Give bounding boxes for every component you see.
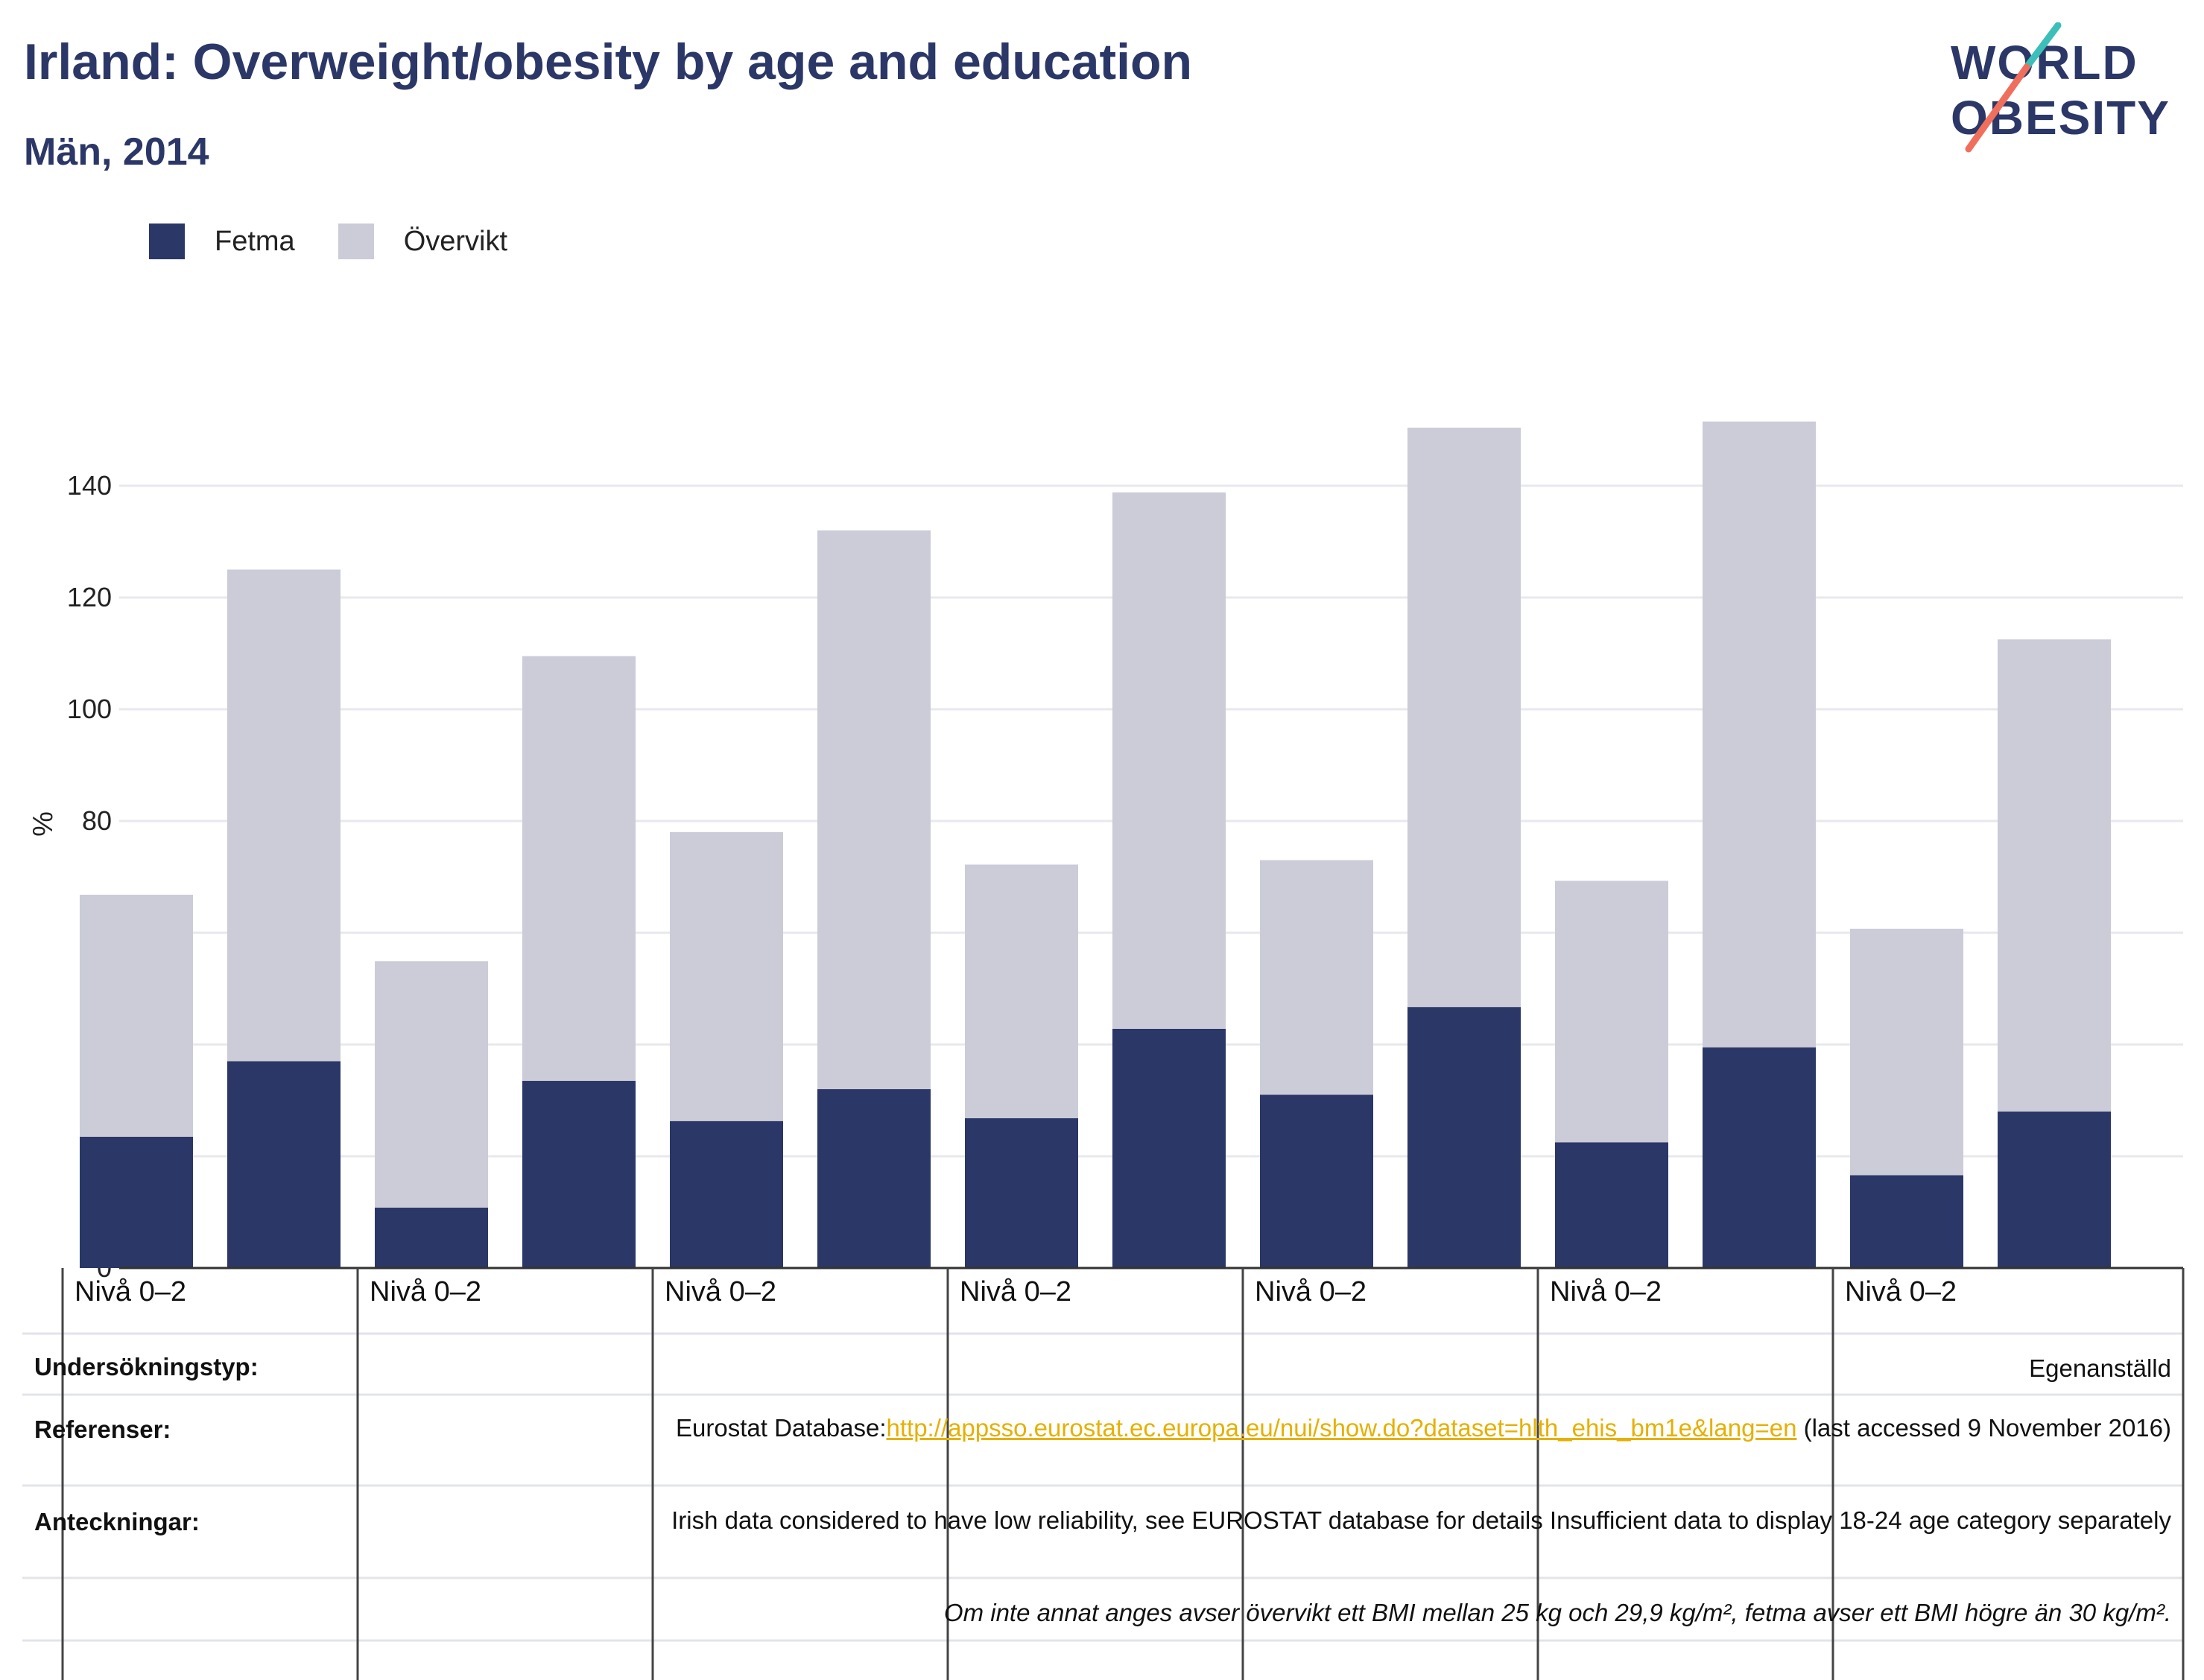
bar-overvikt <box>817 530 931 1089</box>
logo-slash-coral <box>1965 63 2030 153</box>
y-tick-label: 140 <box>67 470 112 501</box>
references-prefix: Eurostat Database: <box>676 1414 887 1442</box>
x-group-label: Nivå 0–2 <box>75 1276 186 1307</box>
bar-overvikt <box>227 569 341 1062</box>
bar-overvikt <box>1850 928 1963 1176</box>
x-group-label: Nivå 0–2 <box>1550 1276 1662 1307</box>
row-label-survey-type: Undersökningstyp: <box>34 1353 259 1381</box>
bar-fetma <box>227 1061 341 1268</box>
references-value: Eurostat Database:http://appsso.eurostat… <box>621 1413 2171 1444</box>
bar-fetma <box>80 1136 193 1268</box>
legend-label-overvikt: Övervikt <box>403 225 508 257</box>
x-group-label: Nivå 0–2 <box>960 1276 1071 1307</box>
bar-fetma <box>1112 1029 1226 1268</box>
y-tick-label: 120 <box>67 582 112 612</box>
bar-fetma <box>1260 1094 1373 1268</box>
bmi-definition-note: Om inte annat anges avser övervikt ett B… <box>943 1599 2171 1626</box>
references-suffix: (last accessed 9 November 2016) <box>1796 1414 2171 1442</box>
bar-fetma <box>1407 1007 1521 1268</box>
x-group-label: Nivå 0–2 <box>370 1276 481 1307</box>
bar-overvikt <box>375 961 488 1208</box>
legend-item-fetma[interactable]: Fetma <box>149 224 295 259</box>
legend-label-fetma: Fetma <box>215 225 295 257</box>
notes-value: Irish data considered to have low reliab… <box>671 1506 2171 1534</box>
logo-slash-teal <box>2023 22 2062 71</box>
bar-fetma <box>1555 1142 1668 1268</box>
bar-fetma <box>522 1080 636 1268</box>
x-group-label: Nivå 0–2 <box>665 1276 776 1307</box>
bar-fetma <box>670 1120 783 1268</box>
survey-type-value: Egenanställd <box>2029 1354 2171 1382</box>
y-axis-title: % <box>28 811 59 837</box>
legend-item-overvikt[interactable]: Övervikt <box>338 224 507 259</box>
bar-overvikt <box>1407 428 1521 1007</box>
bar-overvikt <box>1112 492 1226 1029</box>
legend-swatch-fetma <box>149 224 185 259</box>
chart-legend: Fetma Övervikt <box>149 221 507 262</box>
bar-overvikt <box>1260 860 1373 1095</box>
chart-title: Irland: Overweight/obesity by age and ed… <box>24 34 1193 90</box>
bar-overvikt <box>1703 421 1816 1047</box>
bar-fetma <box>375 1208 488 1268</box>
bar-overvikt <box>80 895 193 1137</box>
bar-fetma <box>1998 1112 2111 1268</box>
bar-fetma <box>1850 1175 1963 1268</box>
world-obesity-logo: WORLD OBESITY <box>1951 22 2169 153</box>
eurostat-link[interactable]: http://appsso.eurostat.ec.europa.eu/nui/… <box>886 1414 1797 1442</box>
x-group-label: Nivå 0–2 <box>1845 1276 1957 1307</box>
bar-overvikt <box>965 864 1078 1118</box>
bar-overvikt <box>670 832 783 1121</box>
bar-overvikt <box>1555 881 1668 1143</box>
x-group-label: Nivå 0–2 <box>1255 1276 1367 1307</box>
bar-fetma <box>1703 1047 1816 1268</box>
bar-fetma <box>965 1118 1078 1268</box>
chart-subtitle: Män, 2014 <box>24 130 209 174</box>
bar-overvikt <box>522 656 636 1081</box>
y-tick-label: 100 <box>67 694 112 724</box>
y-tick-label: 80 <box>82 805 112 836</box>
legend-swatch-overvikt <box>338 224 374 259</box>
bar-fetma <box>817 1089 931 1268</box>
bar-overvikt <box>1998 639 2111 1112</box>
row-label-notes: Anteckningar: <box>34 1508 200 1535</box>
row-label-references: Referenser: <box>34 1416 171 1443</box>
